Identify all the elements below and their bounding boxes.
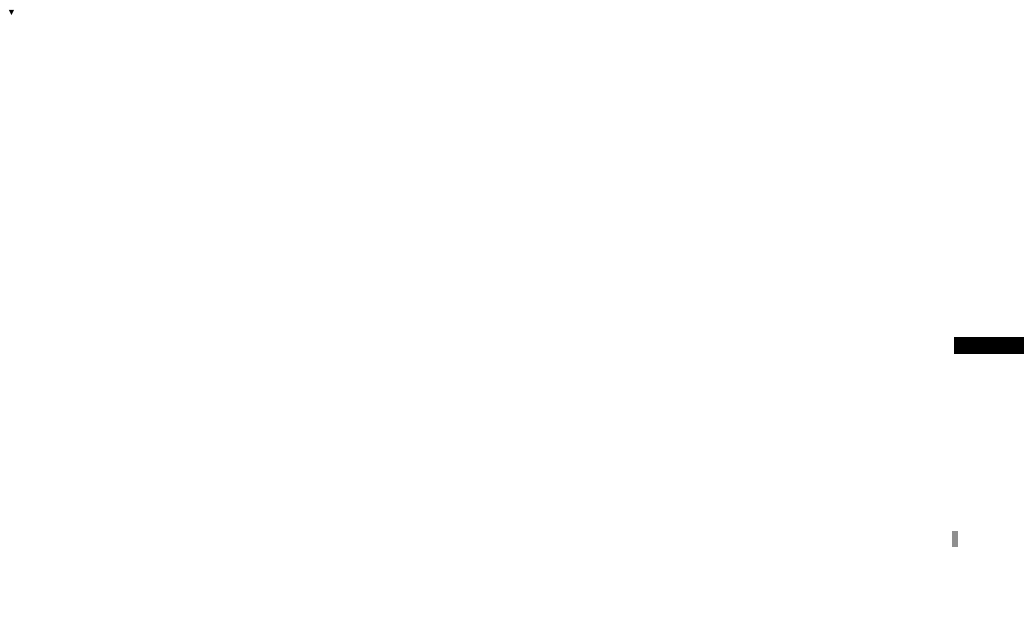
current-price-badge bbox=[954, 337, 1024, 354]
chart-title-overlay: ▼ bbox=[7, 5, 32, 20]
indicator-header bbox=[6, 412, 14, 427]
symbol-dropdown-icon[interactable]: ▼ bbox=[7, 7, 16, 17]
indicator-zero-badge bbox=[952, 531, 958, 547]
